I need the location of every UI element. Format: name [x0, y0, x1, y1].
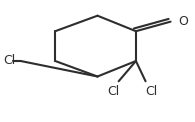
Text: Cl: Cl: [3, 55, 16, 67]
Text: Cl: Cl: [107, 85, 119, 98]
Text: Cl: Cl: [145, 85, 157, 98]
Text: O: O: [178, 15, 188, 28]
